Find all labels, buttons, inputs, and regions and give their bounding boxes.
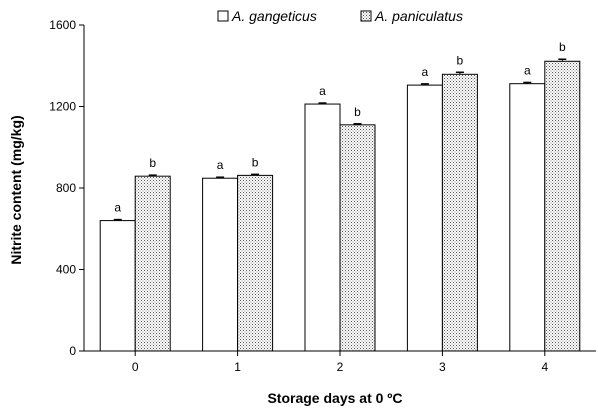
y-tick-label: 400 <box>56 263 76 277</box>
bar-paniculatus <box>441 73 478 352</box>
bar-paniculatus <box>339 124 376 352</box>
significance-label: b <box>457 53 464 67</box>
legend-label-paniculatus: A. paniculatus <box>374 8 463 24</box>
bar-gangeticus <box>509 83 546 352</box>
x-tick-label: 2 <box>337 360 344 374</box>
significance-label: a <box>114 201 121 215</box>
legend: A. gangeticus A. paniculatus <box>217 8 463 24</box>
bar-gangeticus <box>99 220 136 352</box>
significance-label: b <box>149 156 156 170</box>
x-tick-label: 3 <box>439 360 446 374</box>
y-tick-label: 1200 <box>49 100 76 114</box>
x-tick-label: 1 <box>234 360 241 374</box>
legend-label-gangeticus: A. gangeticus <box>231 8 317 24</box>
bar-gangeticus <box>304 103 341 352</box>
significance-label: a <box>524 63 531 77</box>
significance-label: a <box>217 158 224 172</box>
significance-label: a <box>422 65 429 79</box>
bar-paniculatus <box>544 60 581 352</box>
significance-label: b <box>559 40 566 54</box>
y-tick-label: 0 <box>69 344 76 358</box>
bar-paniculatus <box>134 175 171 352</box>
significance-label: b <box>252 155 259 169</box>
y-axis-title: Nitrite content (mg/kg) <box>8 115 24 264</box>
y-tick-label: 800 <box>56 181 76 195</box>
legend-swatch-paniculatus <box>360 10 372 22</box>
x-tick-label: 0 <box>132 360 139 374</box>
significance-label: a <box>319 84 326 98</box>
y-tick-label: 1600 <box>49 18 76 32</box>
bar-gangeticus <box>202 177 239 352</box>
x-axis-title: Storage days at 0 ºC <box>267 390 402 406</box>
legend-swatch-gangeticus <box>217 10 229 22</box>
bar-paniculatus <box>237 174 274 352</box>
significance-label: b <box>354 105 361 119</box>
plot-area: 0 400 800 1200 1600 0 a b 1 a b 2 a b 3 a b 4 a b <box>49 18 596 374</box>
x-tick-label: 4 <box>541 360 548 374</box>
bar-gangeticus <box>406 84 443 352</box>
